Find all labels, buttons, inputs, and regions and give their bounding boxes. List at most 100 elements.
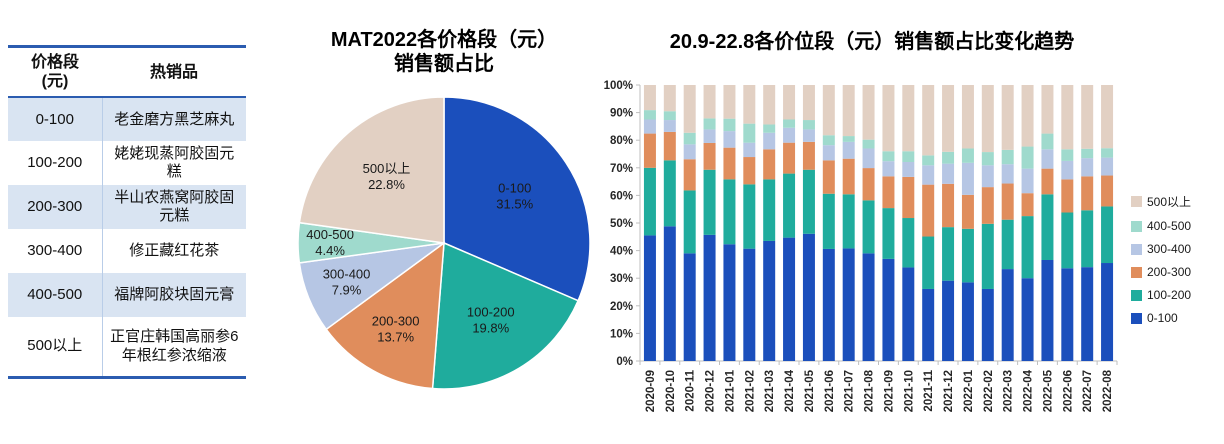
bar-segment — [981, 85, 994, 153]
bar-segment — [643, 167, 656, 236]
pie-slice — [325, 241, 445, 390]
bar-segment — [902, 162, 915, 177]
pie-slice-label: 200-300 — [372, 314, 420, 329]
bar-segment — [643, 235, 656, 361]
pie-slice-label: 500以上 — [363, 161, 411, 176]
x-axis-label: 2021-11 — [923, 369, 935, 411]
bar-segment — [723, 244, 736, 361]
bar-segment — [703, 142, 716, 170]
bar-segment — [1041, 194, 1054, 260]
bar-segment — [643, 110, 656, 120]
price-range-cell: 300-400 — [27, 242, 83, 259]
price-table-section: 价格段 (元) 热销品 0-100 老金磨方黑芝麻丸 100-200 姥姥现蒸阿胶固元糕… — [8, 45, 246, 379]
bar-segment — [902, 85, 915, 152]
bar-segment — [822, 248, 835, 361]
bar-segment — [1021, 278, 1034, 361]
legend-color-chip — [1131, 312, 1142, 324]
bar-segment — [1001, 149, 1014, 165]
bar-segment — [922, 165, 935, 185]
bar-segment — [763, 132, 776, 150]
bar-segment — [922, 155, 935, 166]
bar-segment — [802, 233, 815, 361]
bar-segment — [942, 280, 955, 361]
pie-chart-title: MAT2022各价格段（元） 销售额占比 — [330, 29, 558, 75]
bar-segment — [663, 160, 676, 227]
bar-segment — [1061, 212, 1074, 269]
bar-segment — [643, 133, 656, 168]
bar-segment — [1101, 175, 1114, 207]
legend-color-chip — [1131, 266, 1142, 278]
price-range-cell: 400-500 — [27, 286, 83, 303]
x-axis-label: 2022-01 — [963, 369, 975, 412]
bar-segment — [961, 162, 974, 195]
legend-item: 200-300 — [1131, 265, 1191, 279]
bar-segment — [1061, 85, 1074, 150]
legend-label: 200-300 — [1147, 265, 1192, 279]
bar-segment — [802, 129, 815, 142]
bar-segment — [842, 248, 855, 361]
pie-slice-value: 22.8% — [368, 177, 405, 192]
x-axis-label: 2022-02 — [983, 370, 995, 412]
bar-segment — [862, 139, 875, 149]
bar-segment — [1041, 168, 1054, 195]
bar-segment — [961, 148, 974, 163]
bar-segment — [882, 208, 895, 259]
x-axis-label: 2020-10 — [665, 370, 677, 412]
bar-segment — [942, 163, 955, 184]
bar-segment — [743, 248, 756, 361]
bar-segment — [961, 85, 974, 149]
pie-slice-label: 400-500 — [306, 227, 354, 242]
bar-segment — [1101, 206, 1114, 264]
legend-color-chip — [1131, 243, 1142, 255]
bar-segment — [663, 85, 676, 112]
bar-segment — [1061, 160, 1074, 180]
bar-segment — [783, 237, 796, 361]
bar-segment — [1041, 85, 1054, 134]
table-row: 500以上 正官庄韩国高丽参6年根红参浓缩液 — [8, 317, 246, 378]
bar-segment — [1021, 168, 1034, 194]
hot-product-cell: 修正藏红花茶 — [101, 229, 246, 274]
bar-segment — [862, 253, 875, 361]
bar-segment — [822, 160, 835, 194]
pie-slice-label: 300-400 — [323, 266, 371, 281]
x-axis-label: 2021-02 — [744, 370, 756, 412]
bar-segment — [882, 258, 895, 361]
bar-segment — [743, 85, 756, 124]
pie-slice-value: 19.8% — [472, 321, 509, 336]
x-axis-label: 2021-06 — [824, 370, 836, 412]
bar-segment — [1021, 85, 1034, 147]
y-axis-label: 90% — [610, 108, 633, 120]
x-axis-label: 2021-01 — [724, 369, 736, 412]
col-header-price-range: 价格段 (元) — [8, 46, 102, 99]
pie-slice — [443, 96, 591, 302]
bar-segment — [663, 120, 676, 132]
x-axis-label: 2020-09 — [645, 370, 657, 412]
bar-segment — [783, 85, 796, 120]
bar-segment — [1101, 263, 1114, 361]
y-axis-label: 70% — [610, 163, 633, 175]
bar-segment — [942, 183, 955, 228]
stacked-bar-section: 20.9-22.8各价位段（元）销售额占比变化趋势 0% 10% 20% 30% 40%… — [585, 30, 1224, 444]
legend-item: 300-400 — [1131, 242, 1191, 256]
bar-segment — [942, 85, 955, 152]
hot-product-cell: 福牌阿胶块固元膏 — [101, 273, 246, 318]
bar-segment — [703, 234, 716, 361]
bar-segment — [1041, 133, 1054, 150]
pie-slice-value: 4.4% — [315, 243, 345, 258]
bar-segment — [961, 228, 974, 283]
bar-segment — [822, 135, 835, 146]
bar-segment — [1081, 85, 1094, 149]
y-axis-label: 40% — [610, 246, 633, 258]
bar-segment — [922, 288, 935, 361]
bar-segment — [663, 131, 676, 161]
bar-segment — [1021, 216, 1034, 279]
bar-segment — [942, 151, 955, 164]
pie-slice — [431, 241, 580, 390]
legend-item: 400-500 — [1131, 219, 1191, 233]
price-range-cell: 500以上 — [27, 337, 83, 355]
bar-segment — [802, 85, 815, 121]
y-axis-label: 100% — [604, 80, 633, 92]
bar-segment — [842, 158, 855, 195]
table-row: 300-400 修正藏红花茶 — [8, 229, 246, 274]
